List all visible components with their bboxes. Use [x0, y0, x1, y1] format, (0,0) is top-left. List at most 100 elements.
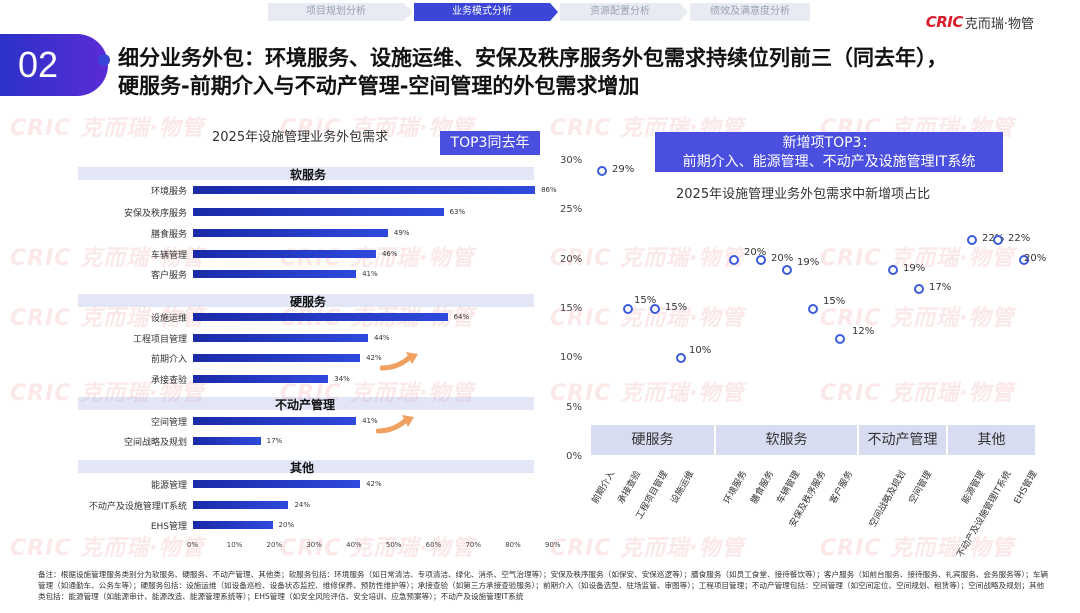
value-label: 17%: [266, 437, 283, 445]
watermark: CRIC 克而瑞·物管: [280, 381, 475, 406]
value-label: 41%: [362, 270, 378, 278]
bar: [193, 417, 357, 425]
x-tick-label: 80%: [505, 541, 521, 549]
point-label: 12%: [852, 325, 875, 337]
x-category-label: 环境服务: [722, 469, 750, 506]
x-category-label: 承接查验: [616, 469, 644, 506]
data-point: [914, 284, 924, 295]
value-label: 49%: [393, 229, 410, 237]
x-tick-label: 0%: [187, 541, 199, 549]
x-category-label: 客户服务: [828, 469, 856, 506]
group-box: 硬服务: [591, 425, 714, 455]
point-label: 19%: [797, 256, 820, 268]
bar: [193, 250, 376, 258]
group-box: 其他: [948, 425, 1035, 455]
point-label: 15%: [823, 296, 846, 307]
category-label: 安保及秩序服务: [123, 209, 187, 219]
category-label: 承接查验: [150, 376, 187, 386]
y-tick-label: 5%: [566, 401, 582, 413]
footnote: 备注：根据设施管理服务类别分为软服务、硬服务、不动产管理、其他类；软服务包括：环…: [38, 570, 1048, 601]
category-label: 膳食服务: [150, 230, 187, 240]
category-label: 工程项目管理: [132, 335, 187, 345]
group-band: [78, 294, 534, 307]
x-tick-label: 10%: [226, 541, 243, 549]
value-label: 86%: [541, 186, 557, 194]
data-point: [623, 304, 633, 314]
step-navigation: 项目规划分析 业务模式分析 资源配置分析 绩效及满意度分析: [268, 3, 810, 21]
category-label: 环境服务: [150, 187, 187, 197]
x-category-label: 空间战略及规划: [868, 469, 909, 530]
logo-cn: 克而瑞·物管: [964, 16, 1034, 32]
watermark: CRIC 克而瑞·物管: [10, 306, 205, 331]
value-label: 42%: [366, 354, 382, 362]
value-label: 46%: [381, 250, 398, 258]
x-tick-label: 30%: [306, 541, 322, 549]
bar: [193, 208, 444, 216]
watermark: CRIC 克而瑞·物管: [820, 306, 1015, 331]
watermark: CRIC 克而瑞·物管: [820, 536, 1015, 561]
step-project-planning[interactable]: 项目规划分析: [268, 3, 404, 21]
group-band: [78, 460, 534, 473]
group-band: [78, 397, 534, 410]
x-tick-label: 90%: [545, 541, 561, 549]
category-label: 空间管理: [150, 418, 187, 428]
new-items-tag-line1: 新增项TOP3：: [782, 135, 876, 151]
category-label: 不动产及设施管理IT系统: [88, 502, 187, 512]
bar: [193, 270, 357, 278]
data-point: [1019, 254, 1029, 265]
section-number: 02: [18, 44, 59, 85]
data-point: [782, 264, 792, 275]
value-label: 63%: [449, 208, 466, 216]
y-tick-label: 20%: [560, 253, 583, 265]
step-resource-allocation[interactable]: 资源配置分析: [560, 3, 680, 21]
group-box: 软服务: [716, 425, 857, 455]
data-point: [676, 353, 686, 364]
watermark: CRIC 克而瑞·物管: [550, 246, 745, 271]
group-band: [78, 167, 534, 180]
point-label: 20%: [771, 252, 794, 264]
watermark: CRIC 克而瑞·物管: [820, 246, 1015, 271]
bar: [193, 313, 448, 321]
category-label: 空间战略及规划: [123, 438, 187, 448]
section-badge: 02: [0, 34, 108, 96]
value-label: 44%: [374, 334, 390, 342]
bar: [193, 521, 273, 529]
bar: [193, 354, 361, 362]
category-label: 设施运维: [150, 314, 187, 324]
group-label: 软服务: [290, 168, 327, 182]
bar: [193, 480, 361, 488]
value-label: 34%: [334, 375, 350, 383]
category-label: 前期介入: [150, 355, 187, 365]
watermark: CRIC 克而瑞·物管: [280, 536, 475, 561]
bar: [193, 186, 536, 194]
x-tick-label: 50%: [385, 541, 402, 549]
point-label: 15%: [665, 302, 688, 313]
new-items-tag-line2: 前期介入、能源管理、不动产及设施管理IT系统: [682, 154, 976, 170]
y-tick-label: 30%: [560, 155, 583, 166]
category-label: 车辆管理: [150, 251, 187, 261]
page-title-line1: 细分业务外包：环境服务、设施运维、安保及秩序服务外包需求持续位列前三（同去年），: [118, 46, 948, 70]
watermark: CRIC 克而瑞·物管: [550, 536, 745, 561]
data-point: [967, 234, 977, 245]
group-label: 硬服务: [290, 295, 327, 309]
value-label: 42%: [366, 480, 382, 488]
left-chart-title: 2025年设施管理业务外包需求: [212, 130, 389, 145]
group-label: 不动产管理: [275, 398, 336, 412]
x-category-label: EHS管理: [1012, 469, 1040, 506]
y-tick-label: 0%: [566, 451, 582, 462]
step-business-model[interactable]: 业务模式分析: [414, 3, 550, 21]
step-performance[interactable]: 绩效及满意度分析: [690, 3, 810, 21]
bar: [193, 375, 329, 383]
step-arrow: [404, 3, 412, 21]
page-title-line2: 硬服务-前期介入与不动产管理-空间管理的外包需求增加: [118, 74, 640, 98]
x-category-label: 膳食服务: [749, 469, 777, 506]
point-label: 10%: [689, 345, 712, 357]
watermark: CRIC 克而瑞·物管: [10, 116, 205, 141]
x-category-label: 前期介入: [590, 469, 618, 506]
watermark: CRIC 克而瑞·物管: [550, 381, 745, 406]
watermark: CRIC 克而瑞·物管: [10, 536, 205, 561]
value-label: 24%: [294, 501, 311, 509]
data-point: [729, 254, 739, 265]
x-tick-label: 20%: [266, 541, 283, 549]
value-label: 41%: [362, 417, 378, 425]
